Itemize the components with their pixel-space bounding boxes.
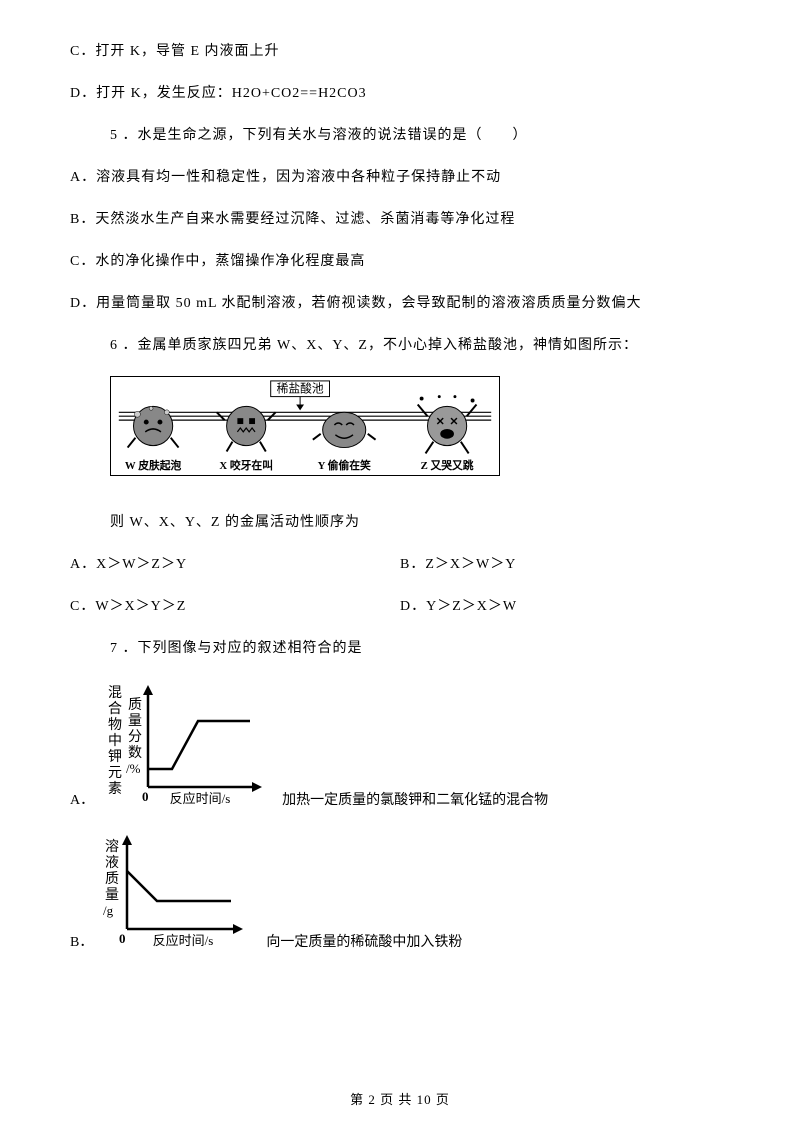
svg-text:/g: /g [103, 903, 114, 918]
acid-w-label: W 皮肤起泡 [125, 459, 182, 472]
svg-text:素: 素 [108, 781, 122, 797]
q5-opt-c: C．水的净化操作中，蒸馏操作净化程度最高 [70, 250, 730, 270]
q6-opt-b: B．Z＞X＞W＞Y [400, 553, 730, 573]
acid-z-label: Z 又哭又跳 [421, 459, 474, 472]
svg-text:混: 混 [108, 685, 122, 701]
page-footer: 第 2 页 共 10 页 [0, 1089, 800, 1108]
q6-opt-d: D．Y＞Z＞X＞W [400, 595, 730, 615]
svg-text:反应时间/s: 反应时间/s [170, 791, 231, 806]
q6-stem: 6 ．金属单质家族四兄弟 W、X、Y、Z，不小心掉入稀盐酸池，神情如图所示： [70, 334, 730, 354]
svg-text:质: 质 [105, 871, 119, 887]
svg-text:/%: /% [126, 761, 141, 776]
q7-chart-b-svg: 溶 液 质 量 /g 0 反应时间/s [99, 831, 254, 951]
opt-c-text: C．打开 K，导管 E 内液面上升 [70, 40, 730, 60]
svg-text:量: 量 [128, 713, 142, 729]
q7a-caption: 加热一定质量的氯酸钾和二氧化锰的混合物 [282, 789, 548, 809]
svg-text:溶: 溶 [105, 839, 119, 855]
svg-text:液: 液 [105, 855, 119, 871]
q5-opt-a: A．溶液具有均一性和稳定性，因为溶液中各种粒子保持静止不动 [70, 166, 730, 186]
acid-x-label: X 咬牙在叫 [219, 459, 273, 472]
svg-text:分: 分 [128, 729, 142, 745]
q7-chart-a-row: A． 混 合 物 中 钾 元 素 质 量 分 数 /% 0 反应时间/s 加热一… [70, 679, 730, 809]
q6-opt-c: C．W＞X＞Y＞Z [70, 595, 400, 615]
acid-pool-figure: 稀盐酸池 [110, 376, 730, 481]
svg-text:质: 质 [128, 697, 142, 713]
q7a-prefix: A． [70, 789, 94, 809]
svg-text:0: 0 [142, 789, 149, 804]
svg-text:物: 物 [108, 717, 122, 733]
q5-opt-b: B．天然淡水生产自来水需要经过沉降、过滤、杀菌消毒等净化过程 [70, 208, 730, 228]
q7b-caption: 向一定质量的稀硫酸中加入铁粉 [266, 931, 462, 951]
q6-caption: 则 W、X、Y、Z 的金属活动性顺序为 [70, 511, 730, 531]
svg-text:数: 数 [128, 745, 142, 761]
acid-title: 稀盐酸池 [277, 382, 324, 396]
acid-y-label: Y 偷偷在笑 [318, 459, 371, 472]
svg-text:元: 元 [108, 766, 122, 781]
q5-stem: 5 ．水是生命之源，下列有关水与溶液的说法错误的是（ ） [70, 124, 730, 144]
q7-chart-a-svg: 混 合 物 中 钾 元 素 质 量 分 数 /% 0 反应时间/s [100, 679, 270, 809]
q6-opt-a: A．X＞W＞Z＞Y [70, 553, 400, 573]
svg-text:中: 中 [108, 733, 122, 749]
q7-chart-b-row: B． 溶 液 质 量 /g 0 反应时间/s 向一定质量的稀硫酸中加入铁粉 [70, 831, 730, 951]
svg-text:反应时间/s: 反应时间/s [153, 933, 214, 948]
q7-stem: 7 ．下列图像与对应的叙述相符合的是 [70, 637, 730, 657]
svg-text:0: 0 [119, 931, 126, 946]
svg-text:量: 量 [105, 887, 119, 903]
q7b-prefix: B． [70, 931, 93, 951]
svg-text:合: 合 [108, 701, 122, 717]
opt-d-text: D．打开 K，发生反应：H2O+CO2==H2CO3 [70, 82, 730, 102]
q5-opt-d: D．用量筒量取 50 mL 水配制溶液，若俯视读数，会导致配制的溶液溶质质量分数… [70, 292, 730, 312]
svg-text:钾: 钾 [108, 749, 122, 765]
acid-pool-svg: 稀盐酸池 [110, 376, 500, 476]
